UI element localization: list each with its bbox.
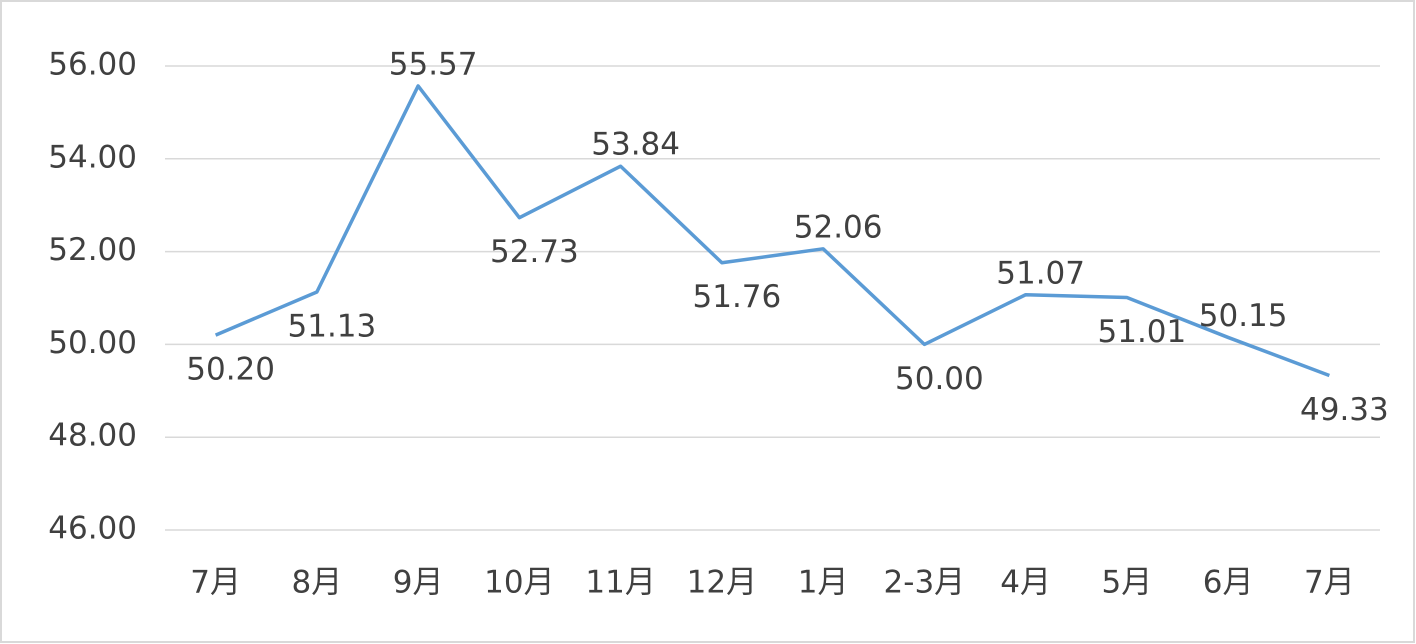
x-tick-label: 1月 [798, 565, 849, 601]
x-tick-label: 8月 [292, 565, 343, 601]
x-tick-label: 6月 [1203, 565, 1254, 601]
data-label: 52.06 [794, 209, 883, 245]
y-tick-label: 54.00 [48, 139, 137, 175]
data-label: 49.33 [1300, 392, 1389, 428]
x-tick-label: 7月 [1304, 565, 1355, 601]
y-tick-label: 56.00 [48, 47, 137, 83]
x-tick-label: 10月 [484, 565, 554, 601]
data-label: 50.00 [895, 361, 984, 397]
y-tick-label: 48.00 [48, 418, 137, 454]
data-label: 52.73 [490, 234, 579, 270]
data-label: 55.57 [389, 46, 478, 82]
data-label: 51.13 [288, 308, 377, 344]
x-tick-label: 4月 [1000, 565, 1051, 601]
y-tick-label: 52.00 [48, 232, 137, 268]
y-tick-label: 46.00 [48, 511, 137, 547]
data-label: 51.01 [1098, 314, 1187, 350]
data-label: 53.84 [591, 127, 680, 163]
x-tick-label: 9月 [393, 565, 444, 601]
x-tick-label: 7月 [190, 565, 241, 601]
x-tick-label: 5月 [1102, 565, 1153, 601]
data-label: 50.20 [186, 352, 275, 388]
data-line [214, 84, 1330, 378]
y-tick-label: 50.00 [48, 325, 137, 361]
data-label: 51.07 [996, 255, 1085, 291]
data-label: 51.76 [693, 279, 782, 315]
data-label: 50.15 [1199, 298, 1288, 334]
x-tick-label: 2-3月 [884, 565, 966, 601]
x-tick-label: 12月 [687, 565, 757, 601]
x-tick-label: 11月 [585, 565, 655, 601]
